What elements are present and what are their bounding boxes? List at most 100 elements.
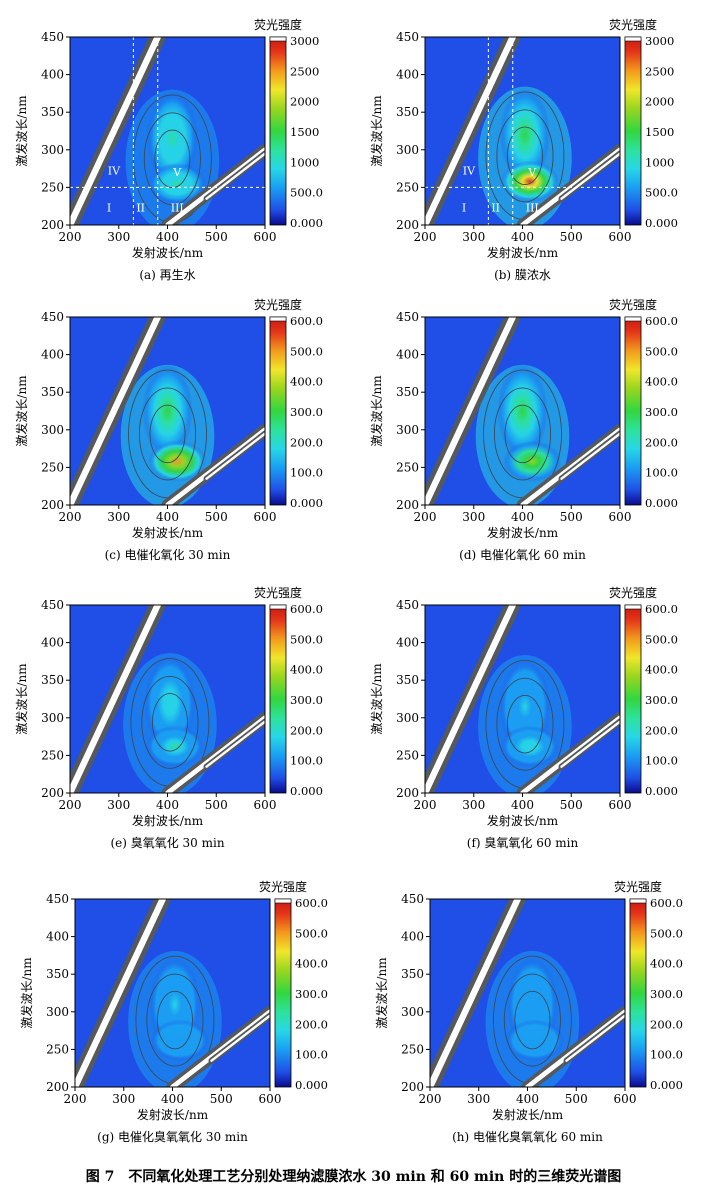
contour-line (514, 990, 551, 1050)
x-tick-label: 400 (156, 510, 179, 524)
eem-panel-f: 200 300 400 500 600 200 250 300 350 400 450 发射波长/nm… (369, 585, 678, 850)
x-tick-label: 300 (107, 230, 130, 244)
y-tick-label: 200 (396, 786, 419, 800)
colorbar-tick-label: 600.0 (290, 602, 323, 616)
x-tick-label: 400 (511, 230, 534, 244)
region-label: I (107, 201, 111, 214)
colorbar (624, 36, 642, 226)
y-tick-label: 350 (41, 673, 64, 687)
x-tick-label: 600 (254, 510, 277, 524)
colorbar-tick-label: 500.0 (645, 344, 678, 358)
panel-subtitle: (f) 臭氧氧化 60 min (467, 835, 579, 850)
scatter-band-core (565, 1014, 625, 1062)
y-tick-label: 350 (401, 967, 424, 981)
x-tick-label: 400 (516, 1092, 539, 1106)
colorbar-tick-label: 300.0 (645, 693, 678, 707)
x-tick-label: 600 (614, 1092, 637, 1106)
panel-subtitle: (e) 臭氧氧化 30 min (110, 835, 224, 850)
scatter-band-core (210, 1014, 270, 1062)
colorbar-tick-label: 300.0 (645, 405, 678, 419)
y-tick-label: 300 (396, 423, 419, 437)
y-tick-label: 350 (41, 105, 64, 119)
y-axis-label: 激发波长/nm (369, 375, 384, 447)
colorbar-tick-label: 500.0 (295, 926, 328, 940)
colorbar-tick-label: 200.0 (295, 1017, 328, 1031)
y-tick-label: 250 (396, 748, 419, 762)
colorbar-tick-label: 600.0 (290, 314, 323, 328)
colorbar-tick-label: 200.0 (290, 435, 323, 449)
y-tick-label: 400 (396, 68, 419, 82)
x-tick-label: 500 (560, 230, 583, 244)
contour-line (506, 126, 543, 186)
x-tick-label: 300 (462, 230, 485, 244)
fluorescence-peak (505, 1019, 565, 1062)
eem-panel-h: 200 300 400 500 600 200 250 300 350 400 450 发射波长/nm… (374, 879, 683, 1144)
y-tick-label: 400 (41, 636, 64, 650)
colorbar-tick-label: 1000 (290, 155, 319, 169)
y-tick-label: 200 (41, 786, 64, 800)
heatmap-area (75, 899, 270, 1087)
x-tick-label: 300 (462, 510, 485, 524)
colorbar-cap (624, 36, 642, 42)
x-tick-label: 400 (161, 1092, 184, 1106)
x-tick-label: 500 (210, 1092, 233, 1106)
y-tick-label: 250 (41, 180, 64, 194)
y-tick-label: 450 (396, 30, 419, 44)
contour-line (149, 404, 186, 464)
y-tick-label: 450 (46, 892, 69, 906)
x-axis-label: 发射波长/nm (132, 525, 204, 540)
x-axis-label: 发射波长/nm (487, 245, 559, 260)
colorbar-tick-label: 0.000 (645, 784, 678, 798)
panel-subtitle: (d) 电催化氧化 60 min (459, 548, 586, 562)
y-axis-label: 激发波长/nm (14, 95, 29, 167)
x-tick-label: 300 (462, 798, 485, 812)
colorbar-tick-label: 2000 (645, 95, 674, 109)
scatter-band-core (70, 37, 161, 225)
colorbar-tick-label: 0.000 (295, 1078, 328, 1092)
x-tick-label: 200 (414, 510, 437, 524)
colorbar-tick-label: 1500 (290, 125, 319, 139)
x-axis-label: 发射波长/nm (492, 1107, 564, 1122)
y-tick-label: 450 (41, 310, 64, 324)
panel-subtitle: (h) 电催化臭氧氧化 60 min (452, 1129, 603, 1144)
x-tick-label: 200 (414, 230, 437, 244)
y-tick-label: 300 (41, 143, 64, 157)
colorbar-tick-label: 300.0 (650, 987, 683, 1001)
colorbar-tick-label: 400.0 (290, 375, 323, 389)
x-tick-label: 600 (254, 230, 277, 244)
colorbar (629, 898, 647, 1088)
y-tick-label: 300 (41, 711, 64, 725)
y-tick-label: 450 (41, 598, 64, 612)
colorbar-title: 荧光强度 (609, 297, 657, 312)
x-tick-label: 500 (205, 510, 228, 524)
x-tick-label: 300 (107, 798, 130, 812)
panel-subtitle: (a) 再生水 (139, 268, 195, 282)
scatter-band-core (560, 720, 620, 768)
colorbar-tick-label: 0.000 (650, 1078, 683, 1092)
colorbar-title: 荧光强度 (614, 879, 662, 894)
y-tick-label: 300 (46, 1005, 69, 1019)
region-label: III (526, 201, 539, 214)
colorbar-cap (269, 36, 287, 42)
y-axis-label: 激发波长/nm (374, 957, 389, 1029)
eem-panel-d: 200 300 400 500 600 200 250 300 350 400 450 发射波长/nm… (369, 297, 678, 562)
eem-panel-c: 200 300 400 500 600 200 250 300 350 400 450 发射波长/nm… (14, 297, 323, 562)
y-tick-label: 200 (401, 1080, 424, 1094)
x-tick-label: 400 (156, 230, 179, 244)
y-axis-label: 激发波长/nm (14, 663, 29, 735)
y-tick-label: 250 (396, 180, 419, 194)
y-axis-label: 激发波长/nm (369, 95, 384, 167)
scatter-band-core (425, 605, 516, 793)
region-label: IV (463, 165, 476, 178)
y-tick-label: 450 (396, 598, 419, 612)
colorbar-title: 荧光强度 (259, 879, 307, 894)
heatmap-area (425, 317, 620, 505)
x-tick-label: 600 (609, 230, 632, 244)
y-tick-label: 450 (396, 310, 419, 324)
scatter-band-core (425, 37, 516, 225)
colorbar-tick-label: 100.0 (645, 466, 678, 480)
colorbar (624, 604, 642, 794)
colorbar-tick-label: 100.0 (645, 754, 678, 768)
